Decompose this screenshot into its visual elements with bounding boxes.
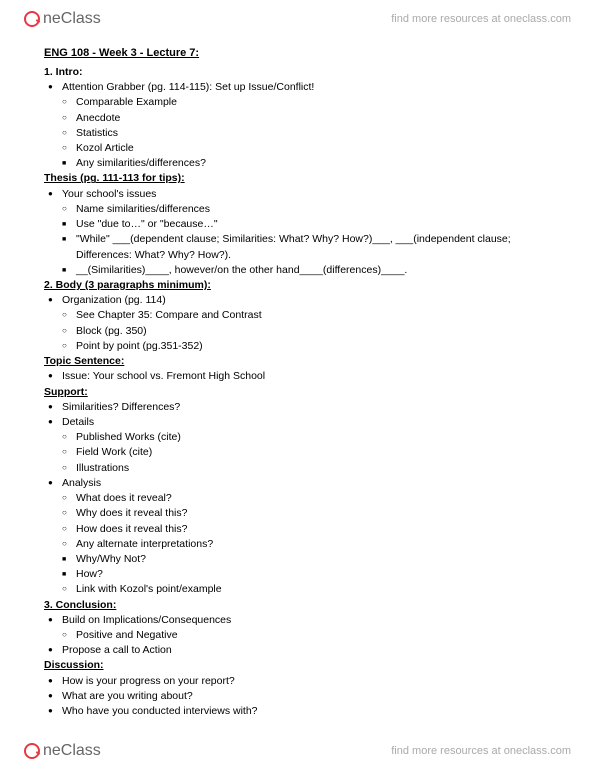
logo-text: neClass bbox=[43, 742, 101, 760]
logo: neClass bbox=[24, 742, 101, 760]
support-sub: What does it reveal? bbox=[76, 491, 551, 506]
support-item: Details bbox=[62, 415, 551, 430]
intro-sub: Anecdote bbox=[76, 111, 551, 126]
support-sub: Published Works (cite) bbox=[76, 430, 551, 445]
body-sub: See Chapter 35: Compare and Contrast bbox=[76, 308, 551, 323]
support-sub: Link with Kozol's point/example bbox=[76, 582, 551, 597]
body-item: Organization (pg. 114) bbox=[62, 293, 551, 308]
support-heading: Support: bbox=[44, 385, 551, 400]
tagline: find more resources at oneclass.com bbox=[391, 745, 571, 757]
body-heading: 2. Body (3 paragraphs minimum): bbox=[44, 278, 551, 293]
discussion-item: Who have you conducted interviews with? bbox=[62, 704, 551, 719]
thesis-sub2: __(Similarities)____, however/on the oth… bbox=[76, 263, 551, 278]
logo-icon bbox=[24, 743, 40, 759]
support-sub: Any alternate interpretations? bbox=[76, 537, 551, 552]
conclusion-item: Propose a call to Action bbox=[62, 643, 551, 658]
footer: neClass find more resources at oneclass.… bbox=[0, 732, 595, 770]
document-body: ENG 108 - Week 3 - Lecture 7: 1. Intro: … bbox=[0, 38, 595, 719]
intro-sub2: Any similarities/differences? bbox=[76, 156, 551, 171]
header: neClass find more resources at oneclass.… bbox=[0, 0, 595, 38]
support-sub: How does it reveal this? bbox=[76, 522, 551, 537]
thesis-item: Your school's issues bbox=[62, 187, 551, 202]
support-sub: Why does it reveal this? bbox=[76, 506, 551, 521]
support-sub2: Why/Why Not? bbox=[76, 552, 551, 567]
support-item: Similarities? Differences? bbox=[62, 400, 551, 415]
thesis-sub: Name similarities/differences bbox=[76, 202, 551, 217]
support-item: Analysis bbox=[62, 476, 551, 491]
logo-text: neClass bbox=[43, 10, 101, 28]
doc-title: ENG 108 - Week 3 - Lecture 7: bbox=[44, 46, 551, 62]
logo-icon bbox=[24, 11, 40, 27]
body-sub: Point by point (pg.351-352) bbox=[76, 339, 551, 354]
thesis-sub2: "While" ___(dependent clause; Similariti… bbox=[76, 232, 551, 262]
conclusion-item: Build on Implications/Consequences bbox=[62, 613, 551, 628]
intro-item: Attention Grabber (pg. 114-115): Set up … bbox=[62, 80, 551, 95]
intro-heading: 1. Intro: bbox=[44, 65, 551, 80]
thesis-sub2: Use "due to…" or "because…" bbox=[76, 217, 551, 232]
logo: neClass bbox=[24, 10, 101, 28]
conclusion-sub: Positive and Negative bbox=[76, 628, 551, 643]
intro-sub: Comparable Example bbox=[76, 95, 551, 110]
intro-sub: Kozol Article bbox=[76, 141, 551, 156]
discussion-item: How is your progress on your report? bbox=[62, 674, 551, 689]
tagline: find more resources at oneclass.com bbox=[391, 13, 571, 25]
conclusion-heading: 3. Conclusion: bbox=[44, 598, 551, 613]
support-sub: Illustrations bbox=[76, 461, 551, 476]
support-sub: Field Work (cite) bbox=[76, 445, 551, 460]
topic-item: Issue: Your school vs. Fremont High Scho… bbox=[62, 369, 551, 384]
discussion-item: What are you writing about? bbox=[62, 689, 551, 704]
intro-sub: Statistics bbox=[76, 126, 551, 141]
body-sub: Block (pg. 350) bbox=[76, 324, 551, 339]
topic-heading: Topic Sentence: bbox=[44, 354, 551, 369]
thesis-heading: Thesis (pg. 111-113 for tips): bbox=[44, 171, 551, 186]
support-sub2: How? bbox=[76, 567, 551, 582]
discussion-heading: Discussion: bbox=[44, 658, 551, 673]
